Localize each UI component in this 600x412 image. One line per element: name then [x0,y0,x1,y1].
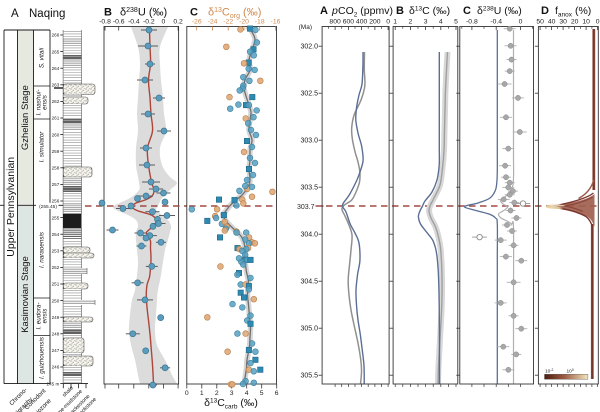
svg-text:C: C [463,5,471,17]
svg-text:20: 20 [571,19,579,26]
svg-text:Kasimovian Stage: Kasimovian Stage [20,256,31,333]
svg-text:1: 1 [393,19,397,26]
svg-text:255: 255 [52,215,60,220]
svg-text:B: B [104,7,112,19]
svg-text:251: 251 [52,282,60,287]
svg-text:6: 6 [275,390,279,397]
svg-text:0: 0 [519,19,523,26]
svg-text:247: 247 [52,348,60,353]
svg-text:303.0: 303.0 [300,138,318,145]
svg-text:304.5: 304.5 [300,279,318,286]
svg-text:266: 266 [52,33,60,38]
svg-text:B: B [396,5,404,17]
svg-text:I. eudora-: I. eudora- [35,303,42,330]
svg-text:10-2: 10-2 [545,368,553,375]
svg-text:-0.6: -0.6 [113,19,125,26]
svg-text:C: C [190,7,198,19]
svg-text:-18: -18 [255,19,265,26]
svg-text:Naqing: Naqing [29,8,65,20]
svg-text:-22: -22 [223,19,233,26]
svg-text:259: 259 [52,149,60,154]
svg-text:261: 261 [52,116,60,121]
svg-text:252: 252 [52,265,60,270]
svg-text:50: 50 [536,19,544,26]
svg-text:257: 257 [52,182,60,187]
svg-text:3: 3 [424,19,428,26]
svg-text:p: p [331,5,338,17]
svg-text:CO2 (ppmv): CO2 (ppmv) [338,5,393,19]
svg-text:2: 2 [409,19,413,26]
svg-text:256: 256 [52,199,60,204]
svg-text:250: 250 [52,298,60,303]
svg-text:A: A [320,5,328,17]
svg-text:400: 400 [356,19,368,26]
svg-text:600: 600 [343,19,355,26]
svg-text:δ13Ccarb (‰): δ13Ccarb (‰) [204,397,258,411]
svg-text:249: 249 [52,315,60,320]
svg-text:δ13Corg (‰): δ13Corg (‰) [208,7,261,21]
svg-text:302.0: 302.0 [300,44,318,51]
svg-text:264: 264 [52,66,60,71]
svg-text:1: 1 [200,390,204,397]
svg-text:40: 40 [548,19,556,26]
svg-text:ensis: ensis [42,94,49,110]
svg-text:A: A [11,8,19,20]
svg-text:-0.4: -0.4 [128,19,140,26]
svg-text:0: 0 [596,19,600,26]
svg-text:304.0: 304.0 [300,232,318,239]
svg-text:260: 260 [52,132,60,137]
svg-text:263: 263 [52,83,60,88]
svg-text:5: 5 [454,19,458,26]
svg-text:305.0: 305.0 [300,326,318,333]
svg-text:-24: -24 [208,19,218,26]
svg-text:-16: -16 [271,19,281,26]
svg-text:4: 4 [245,390,249,397]
svg-text:(Ma): (Ma) [299,24,312,31]
svg-text:I. simulator: I. simulator [38,131,45,163]
svg-text:-0.4: -0.4 [490,19,502,26]
svg-text:0: 0 [386,19,390,26]
svg-text:ensis: ensis [42,308,49,324]
svg-text:248: 248 [52,332,60,337]
svg-text:I. nashui-: I. nashui- [35,90,42,116]
svg-text:305.5: 305.5 [300,373,318,380]
svg-text:30: 30 [559,19,567,26]
svg-text:Gzhelian Stage: Gzhelian Stage [20,85,31,150]
svg-text:800: 800 [329,19,341,26]
svg-text:258: 258 [52,166,60,171]
svg-text:302.5: 302.5 [300,91,318,98]
svg-text:-0.2: -0.2 [143,19,155,26]
svg-text:I. naraoensis: I. naraoensis [38,231,45,268]
svg-text:265: 265 [52,49,60,54]
svg-text:5: 5 [260,390,264,397]
svg-text:200: 200 [369,19,381,26]
svg-text:2: 2 [215,390,219,397]
svg-text:3: 3 [230,390,234,397]
svg-text:(255.45): (255.45) [39,204,57,210]
svg-text:254: 254 [52,232,60,237]
svg-text:303.5: 303.5 [300,185,318,192]
svg-text:4: 4 [439,19,443,26]
svg-text:10: 10 [582,19,590,26]
svg-text:-0.8: -0.8 [466,19,478,26]
svg-text:S. vitali: S. vitali [38,47,45,68]
svg-text:-26: -26 [192,19,202,26]
svg-text:0.2: 0.2 [173,19,183,26]
svg-text:D: D [541,5,549,17]
svg-text:Upper Pennsylvanian: Upper Pennsylvanian [5,157,17,257]
svg-text:0: 0 [185,390,189,397]
svg-text:0: 0 [162,19,166,26]
svg-text:I. guizhouensis: I. guizhouensis [38,336,45,379]
svg-text:100: 100 [567,368,574,375]
svg-text:-20: -20 [239,19,249,26]
svg-text:303.7: 303.7 [297,204,315,211]
svg-text:262: 262 [52,99,60,104]
svg-text:246: 246 [52,365,60,370]
svg-text:-0.8: -0.8 [99,19,111,26]
svg-text:245 m: 245 m [47,381,60,386]
svg-text:253: 253 [52,249,60,254]
